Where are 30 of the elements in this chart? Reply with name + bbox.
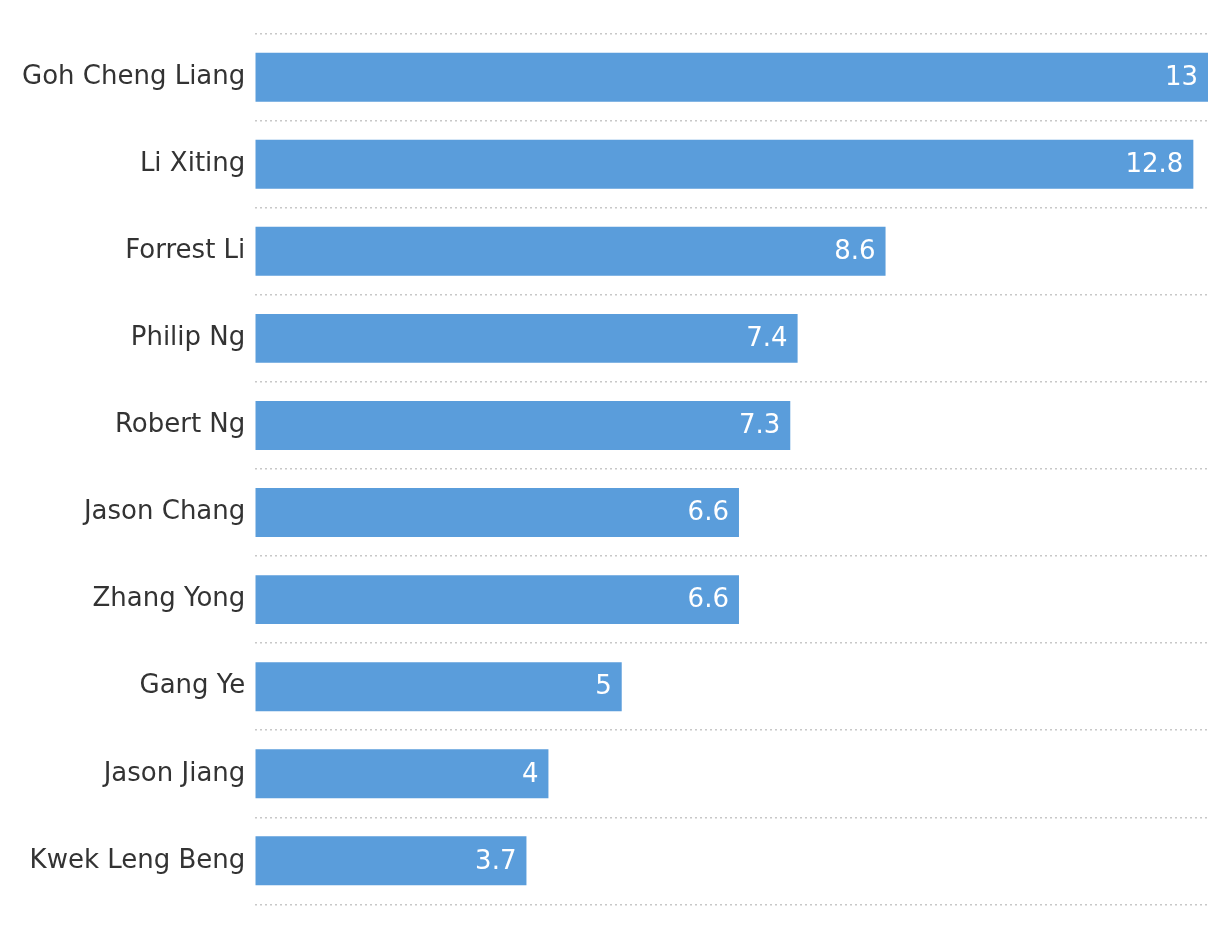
bar — [255, 139, 1194, 189]
y-tick-label: Zhang Yong — [92, 582, 246, 613]
data-label: 3.7 — [475, 844, 517, 875]
data-label: 5 — [595, 670, 612, 701]
bar — [255, 313, 798, 363]
bar — [255, 226, 886, 276]
bar — [255, 749, 549, 799]
y-tick-label: Jason Chang — [81, 495, 246, 526]
data-label: 4 — [521, 757, 539, 788]
y-tick-label: Goh Cheng Liang — [21, 59, 246, 90]
bar — [255, 836, 527, 886]
bar — [255, 575, 739, 625]
data-label: 6.6 — [687, 496, 729, 527]
bar — [255, 400, 791, 450]
y-tick-label: Forrest Li — [125, 234, 246, 265]
y-tick-label: Li Xiting — [139, 146, 246, 177]
y-tick-label: Robert Ng — [114, 408, 246, 439]
bar — [255, 52, 1208, 102]
y-tick-label: Gang Ye — [139, 669, 246, 700]
data-label: 13 — [1164, 60, 1198, 91]
data-label: 12.8 — [1125, 147, 1184, 178]
bar — [255, 488, 739, 538]
y-tick-label: Philip Ng — [130, 321, 246, 352]
data-label: 8.6 — [834, 235, 876, 266]
y-tick-label: Kwek Leng Beng — [29, 843, 246, 874]
y-tick-label: Jason Jiang — [101, 756, 246, 787]
bar — [255, 662, 622, 712]
data-label: 7.3 — [738, 409, 781, 440]
data-label: 7.4 — [746, 322, 788, 353]
data-label: 6.6 — [687, 583, 729, 614]
